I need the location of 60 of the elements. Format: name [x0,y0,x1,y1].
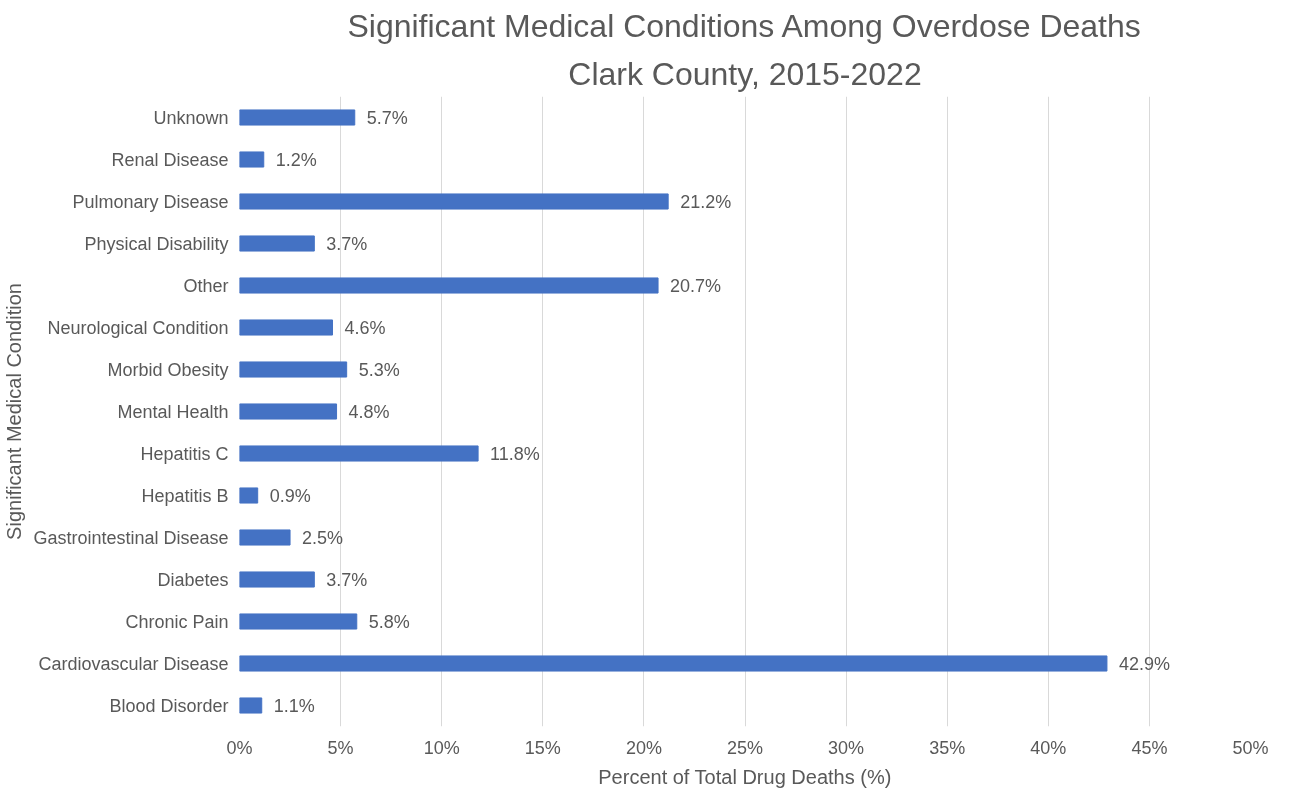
x-tick-label: 35% [929,737,966,758]
y-axis-title: Significant Medical Condition [3,283,26,540]
data-label: 3.7% [326,569,368,590]
bar [239,487,259,504]
data-label: 11.8% [490,443,540,464]
y-tick-label: Mental Health [117,401,229,422]
data-label: 0.9% [269,485,311,506]
bar [239,571,315,588]
bar [239,277,659,294]
x-tick-label: 0% [226,737,253,758]
data-label: 5.3% [358,359,400,380]
x-tick-label: 20% [625,737,662,758]
bar [239,361,348,378]
bar [239,445,479,462]
x-tick-label: 30% [828,737,865,758]
x-tick-label: 5% [327,737,354,758]
bar [239,655,1108,672]
x-tick-label: 15% [524,737,561,758]
y-tick-label: Pulmonary Disease [72,191,229,212]
y-tick-label: Morbid Obesity [107,359,229,380]
bar [239,109,356,126]
x-tick-label: 10% [423,737,460,758]
bar [239,235,315,252]
chart-subtitle: Clark County, 2015-2022 [568,55,922,92]
y-tick-label: Chronic Pain [125,611,229,632]
data-label: 1.1% [273,695,315,716]
x-tick-label: 50% [1232,737,1269,758]
x-tick-label: 40% [1030,737,1067,758]
y-tick-label: Gastrointestinal Disease [33,527,229,548]
bar [239,193,669,210]
data-label: 4.6% [344,317,386,338]
y-tick-label: Hepatitis C [140,443,229,464]
y-tick-label: Neurological Condition [47,317,229,338]
y-tick-label: Blood Disorder [109,695,229,716]
data-label: 2.5% [302,527,344,548]
x-tick-label: 25% [726,737,764,758]
y-tick-label: Other [183,275,229,296]
y-tick-label: Cardiovascular Disease [38,653,229,674]
y-tick-label: Unknown [153,107,229,128]
data-label: 5.8% [368,611,410,632]
data-label: 4.8% [348,401,390,422]
bar [239,529,291,546]
data-label: 21.2% [680,191,732,212]
y-tick-label: Renal Disease [111,149,229,170]
bar [239,151,265,168]
x-axis-title: Percent of Total Drug Deaths (%) [598,765,892,788]
data-label: 42.9% [1118,653,1170,674]
data-label: 20.7% [670,275,722,296]
y-tick-label: Diabetes [157,569,229,590]
y-tick-label: Hepatitis B [141,485,229,506]
bar [239,319,334,336]
bar [239,697,263,714]
chart-title: Significant Medical Conditions Among Overdose Deaths [347,7,1141,44]
y-tick-label: Physical Disability [84,233,229,254]
data-label: 5.7% [366,107,408,128]
data-label: 1.2% [275,149,317,170]
bar [239,613,358,630]
bar [239,403,338,420]
data-label: 3.7% [326,233,368,254]
x-tick-label: 45% [1131,737,1168,758]
